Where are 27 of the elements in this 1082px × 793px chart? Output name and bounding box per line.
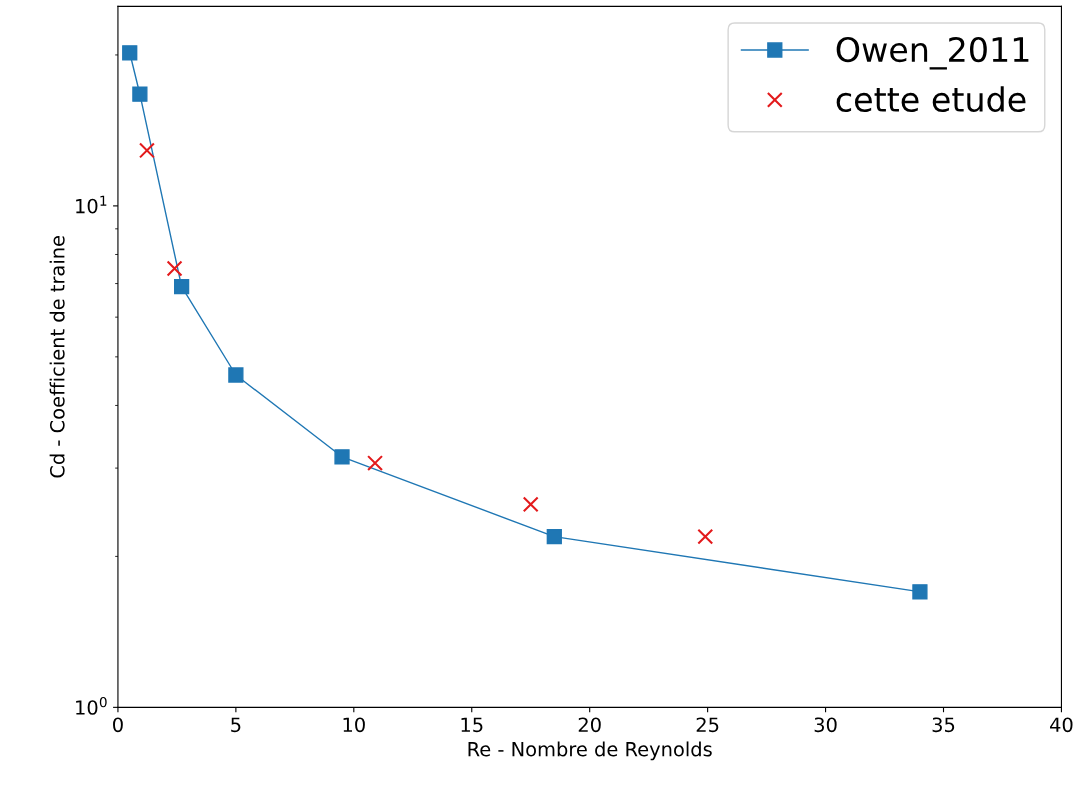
point <box>367 455 384 472</box>
y-tick-label: 10$^{1}$ <box>76 195 107 214</box>
legend-label: Owen_2011 <box>836 36 1029 70</box>
x-tick-label: 40 <box>1050 717 1073 733</box>
y-tick-label: 10$^{0}$ <box>76 697 107 715</box>
point <box>122 45 138 61</box>
x-tick-label: 10 <box>343 717 365 733</box>
point <box>912 584 928 600</box>
point <box>697 528 714 545</box>
x-tick-label: 20 <box>578 717 601 733</box>
x-axis-title: Re - Nombre de Reynolds <box>468 741 712 761</box>
x-tick-label: 30 <box>814 717 837 733</box>
x-tick-label: 35 <box>932 717 955 733</box>
x-tick-label: 15 <box>461 717 483 733</box>
point <box>522 496 539 513</box>
point <box>546 528 562 545</box>
point <box>173 279 190 295</box>
point <box>132 86 148 102</box>
point <box>228 367 244 383</box>
point <box>138 142 155 159</box>
x-tick-label: 25 <box>696 717 719 733</box>
point <box>334 449 350 465</box>
y-axis-title: Cd - Coefficient de traine <box>49 236 65 478</box>
point <box>166 260 183 277</box>
x-tick-label: 0 <box>113 717 123 733</box>
x-tick-label: 5 <box>231 717 241 733</box>
legend-label: cette etude <box>836 86 1026 112</box>
